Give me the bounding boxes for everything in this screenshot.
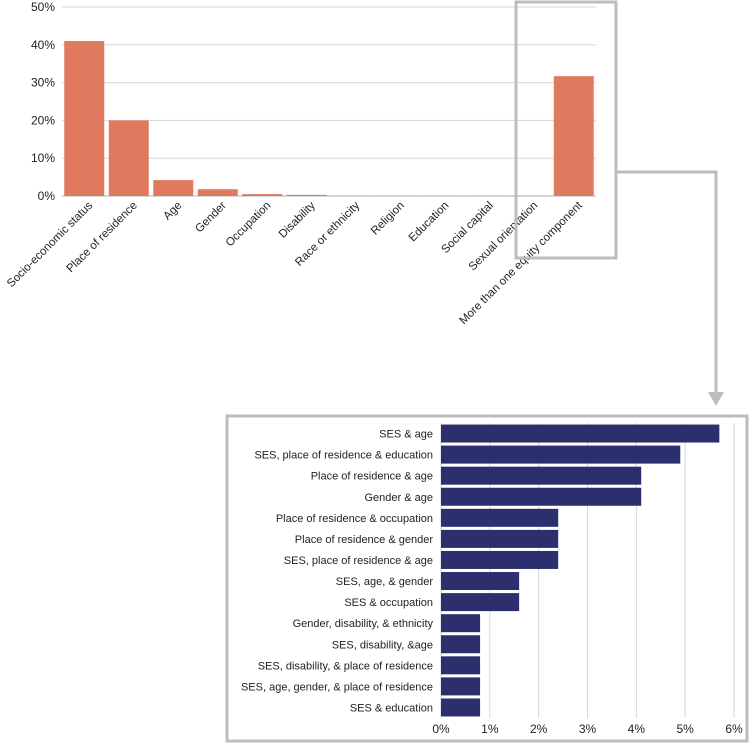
y-tick-label: 10% [31, 151, 55, 165]
bar-ses-place-of-residence-age [441, 550, 559, 569]
x-tick-label: Religion [369, 200, 407, 238]
x-tick-label: Socio-economic status [5, 199, 95, 289]
y-tick-label: SES & occupation [344, 597, 433, 609]
bar-ses-age [441, 424, 720, 443]
bar-ses-age-gender [441, 572, 520, 591]
highlight-box [514, 0, 618, 260]
x-tick-label: Disability [277, 199, 318, 240]
x-tick-label: Occupation [224, 200, 274, 250]
y-tick-label: SES & age [379, 429, 433, 441]
bar-place-of-residence-age [441, 466, 642, 485]
y-tick-label: 30% [31, 76, 55, 90]
bar-ses-disability-age [441, 635, 481, 654]
y-tick-label: 50% [31, 0, 55, 14]
bar-ses-occupation [441, 593, 520, 612]
bar-disability [286, 194, 327, 196]
x-tick-label: Gender [193, 200, 229, 236]
x-tick-label: 5% [676, 722, 694, 736]
y-tick-label: Place of residence & occupation [276, 513, 433, 525]
y-tick-label: SES, disability, &age [332, 639, 433, 651]
x-tick-label: Education [407, 200, 452, 245]
bottom-bar-chart: 0% 1% 2% 3% 4% 5% 6% SES & age SES, place of res… [225, 414, 749, 743]
bar-place-of-residence-gender [441, 529, 559, 548]
bar-ses-education [441, 698, 481, 717]
x-tick-label: Age [161, 200, 184, 223]
y-tick-label: SES, place of residence & age [284, 555, 433, 567]
y-tick-label: SES, place of residence & education [254, 450, 433, 462]
arrow-head-icon [708, 392, 724, 406]
y-tick-label: Place of residence & gender [295, 534, 434, 546]
y-tick-label: Place of residence & age [311, 471, 433, 483]
bar-more-than-one-equity-component [553, 76, 594, 196]
y-tick-label: Gender & age [365, 492, 434, 504]
y-tick-label: 20% [31, 113, 55, 127]
bar-gender [197, 189, 238, 196]
bar-gender-age [441, 487, 642, 506]
bar-occupation [242, 194, 283, 196]
y-tick-label: SES, disability, & place of residence [258, 660, 433, 672]
bar-place-of-residence-occupation [441, 508, 559, 527]
bar-place-of-residence [108, 120, 149, 196]
bar-age [153, 180, 194, 196]
x-tick-label: 6% [725, 722, 743, 736]
x-tick-label: 4% [628, 722, 646, 736]
y-tick-label: 0% [38, 189, 56, 203]
x-tick-label: 1% [481, 722, 499, 736]
bar-gender-disability-ethnicity [441, 614, 481, 633]
bar-socio-economic-status [64, 41, 105, 196]
bar-ses-age-gender-place-of-residence [441, 677, 481, 696]
x-tick-label: 3% [579, 722, 597, 736]
bar-ses-place-of-residence-education [441, 445, 681, 464]
y-tick-label: Gender, disability, & ethnicity [293, 618, 434, 630]
callout-connector [514, 0, 724, 406]
x-tick-label: 2% [530, 722, 548, 736]
x-tick-label: 0% [432, 722, 450, 736]
bar-ses-disability-place-of-residence [441, 656, 481, 675]
connector-line [616, 170, 718, 394]
top-bar-chart: 0%10%20%30%40%50%Socio-economic statusPl… [5, 0, 596, 327]
y-tick-label: 40% [31, 38, 55, 52]
y-tick-label: SES & education [350, 702, 433, 714]
y-tick-label: SES, age, & gender [336, 576, 434, 588]
y-tick-label: SES, age, gender, & place of residence [241, 681, 433, 693]
